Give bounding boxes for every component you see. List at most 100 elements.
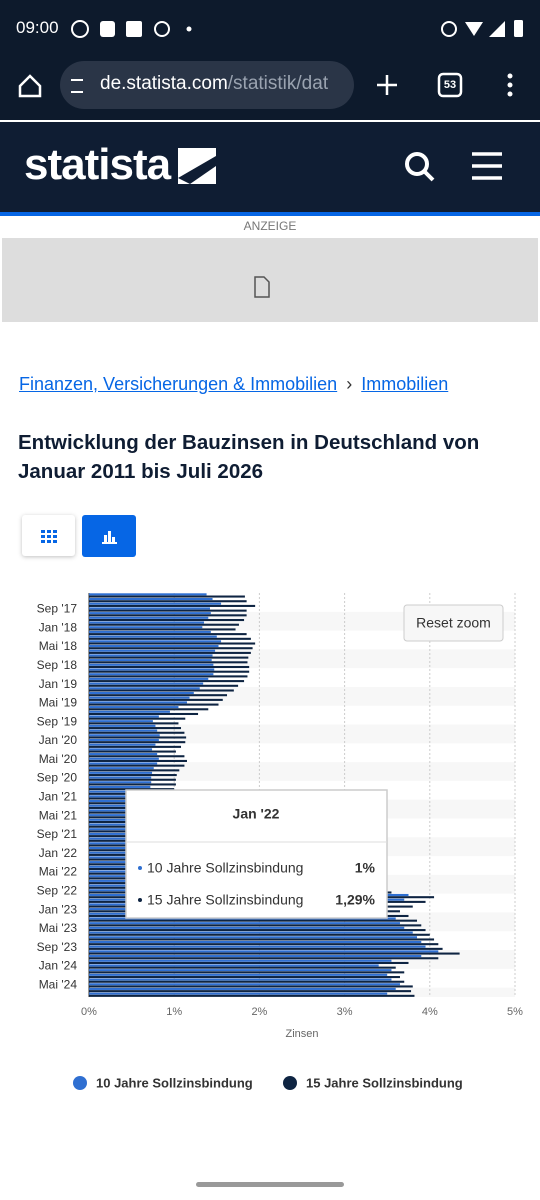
status-time: 09:00: [16, 18, 59, 37]
legend-item[interactable]: 10 Jahre Sollzinsbindung: [73, 1075, 253, 1090]
plot-band: [89, 724, 515, 744]
x-tick-label: 1%: [166, 1006, 182, 1018]
bar: [89, 929, 426, 932]
tooltip-name: 15 Jahre Sollzinsbindung: [147, 892, 303, 908]
y-tick-label: Jan '19: [39, 677, 78, 691]
bar: [89, 642, 256, 645]
legend-marker: [73, 1076, 87, 1090]
bar: [89, 717, 186, 720]
bar: [89, 785, 151, 788]
home-icon[interactable]: [18, 74, 42, 98]
bar: [89, 973, 388, 976]
bar: [89, 987, 396, 990]
bar: [89, 776, 152, 779]
bar: [89, 943, 439, 946]
y-tick-label: Mai '23: [39, 921, 78, 935]
reset-zoom-label: Reset zoom: [416, 615, 491, 631]
url-bar[interactable]: [60, 61, 354, 109]
bar: [89, 969, 392, 972]
bar: [89, 919, 418, 922]
bar: [89, 933, 430, 936]
bar: [89, 708, 209, 711]
tooltip: Jan '22 10 Jahre Sollzinsbindung 1% 15 Jahr…: [125, 789, 388, 919]
chart-view-button[interactable]: [82, 515, 136, 557]
legend-item[interactable]: 15 Jahre Sollzinsbindung: [283, 1075, 463, 1090]
bar: [89, 612, 211, 615]
url[interactable]: de.statista.com/statistik/dat: [100, 73, 346, 95]
breadcrumb: Finanzen, Versicherungen & Immobilien › …: [19, 374, 448, 395]
bar: [89, 703, 219, 706]
bar: [89, 976, 400, 979]
y-tick-label: Jan '23: [39, 902, 78, 916]
breadcrumb-link[interactable]: Finanzen, Versicherungen & Immobilien: [19, 374, 338, 394]
reset-zoom-button[interactable]: Reset zoom: [403, 604, 504, 642]
bar: [89, 595, 245, 598]
y-tick-label: Sep '17: [37, 602, 78, 616]
tab-count: 53: [443, 79, 457, 91]
gesture-bar: [196, 1182, 344, 1187]
bar: [89, 783, 176, 786]
legend-marker: [283, 1076, 297, 1090]
plot-band: [89, 950, 515, 969]
bar: [89, 651, 251, 654]
bar: [89, 757, 159, 760]
plot-band: [89, 987, 515, 997]
bar: [89, 715, 159, 718]
bar: [89, 659, 212, 662]
bar: [89, 922, 400, 925]
bar: [89, 759, 187, 762]
legend-label: 10 Jahre Sollzinsbindung: [96, 1075, 253, 1090]
bar: [89, 940, 422, 943]
bar: [89, 729, 158, 732]
bar: [89, 959, 392, 962]
bar: [89, 607, 210, 610]
bar: [89, 753, 158, 756]
tooltip-name: 10 Jahre Sollzinsbindung: [147, 860, 303, 876]
menu-icon[interactable]: [472, 152, 502, 180]
bar: [89, 604, 256, 607]
bar: [89, 661, 248, 664]
search-icon[interactable]: [405, 152, 429, 176]
ad-icon: [254, 276, 270, 298]
plot-band: [89, 762, 515, 781]
bar: [89, 684, 239, 687]
x-tick-label: 4%: [422, 1006, 438, 1018]
bar: [89, 680, 245, 683]
y-tick-label: Mai '20: [39, 752, 78, 766]
bar: [89, 682, 204, 685]
bar: [89, 712, 199, 716]
bar: [89, 649, 216, 652]
breadcrumb-link[interactable]: Immobilien: [361, 374, 449, 394]
new-tab[interactable]: [377, 75, 397, 95]
y-tick-label: Mai '19: [39, 696, 78, 710]
bar: [89, 630, 211, 633]
bar: [89, 614, 247, 617]
x-tick-label: 2%: [251, 1006, 267, 1018]
bar: [89, 926, 405, 929]
y-tick-label: Sep '19: [37, 714, 78, 728]
bar: [89, 994, 415, 997]
bar: [89, 731, 185, 734]
url-host: de.statista.com: [100, 73, 228, 94]
bar: [89, 628, 236, 631]
bar: [89, 727, 182, 730]
x-tick-label: 5%: [507, 1006, 523, 1018]
bar: [89, 769, 180, 772]
y-tick-label: Sep '23: [37, 940, 78, 954]
bar: [89, 694, 228, 697]
bar: [89, 771, 153, 774]
bar: [89, 673, 214, 676]
x-tick-label: 3%: [337, 1006, 353, 1018]
bar: [89, 748, 153, 751]
bar: [89, 947, 443, 950]
x-tick-label: 0%: [81, 1006, 97, 1018]
y-tick-label: Sep '21: [37, 827, 78, 841]
bar: [89, 701, 187, 704]
logo[interactable]: statista: [24, 140, 171, 189]
tabs[interactable]: [437, 72, 463, 98]
bar: [89, 623, 239, 626]
table-view-button[interactable]: [22, 515, 75, 556]
bar: [89, 722, 179, 725]
bar: [89, 795, 150, 798]
y-tick-label: Mai '18: [39, 639, 78, 653]
